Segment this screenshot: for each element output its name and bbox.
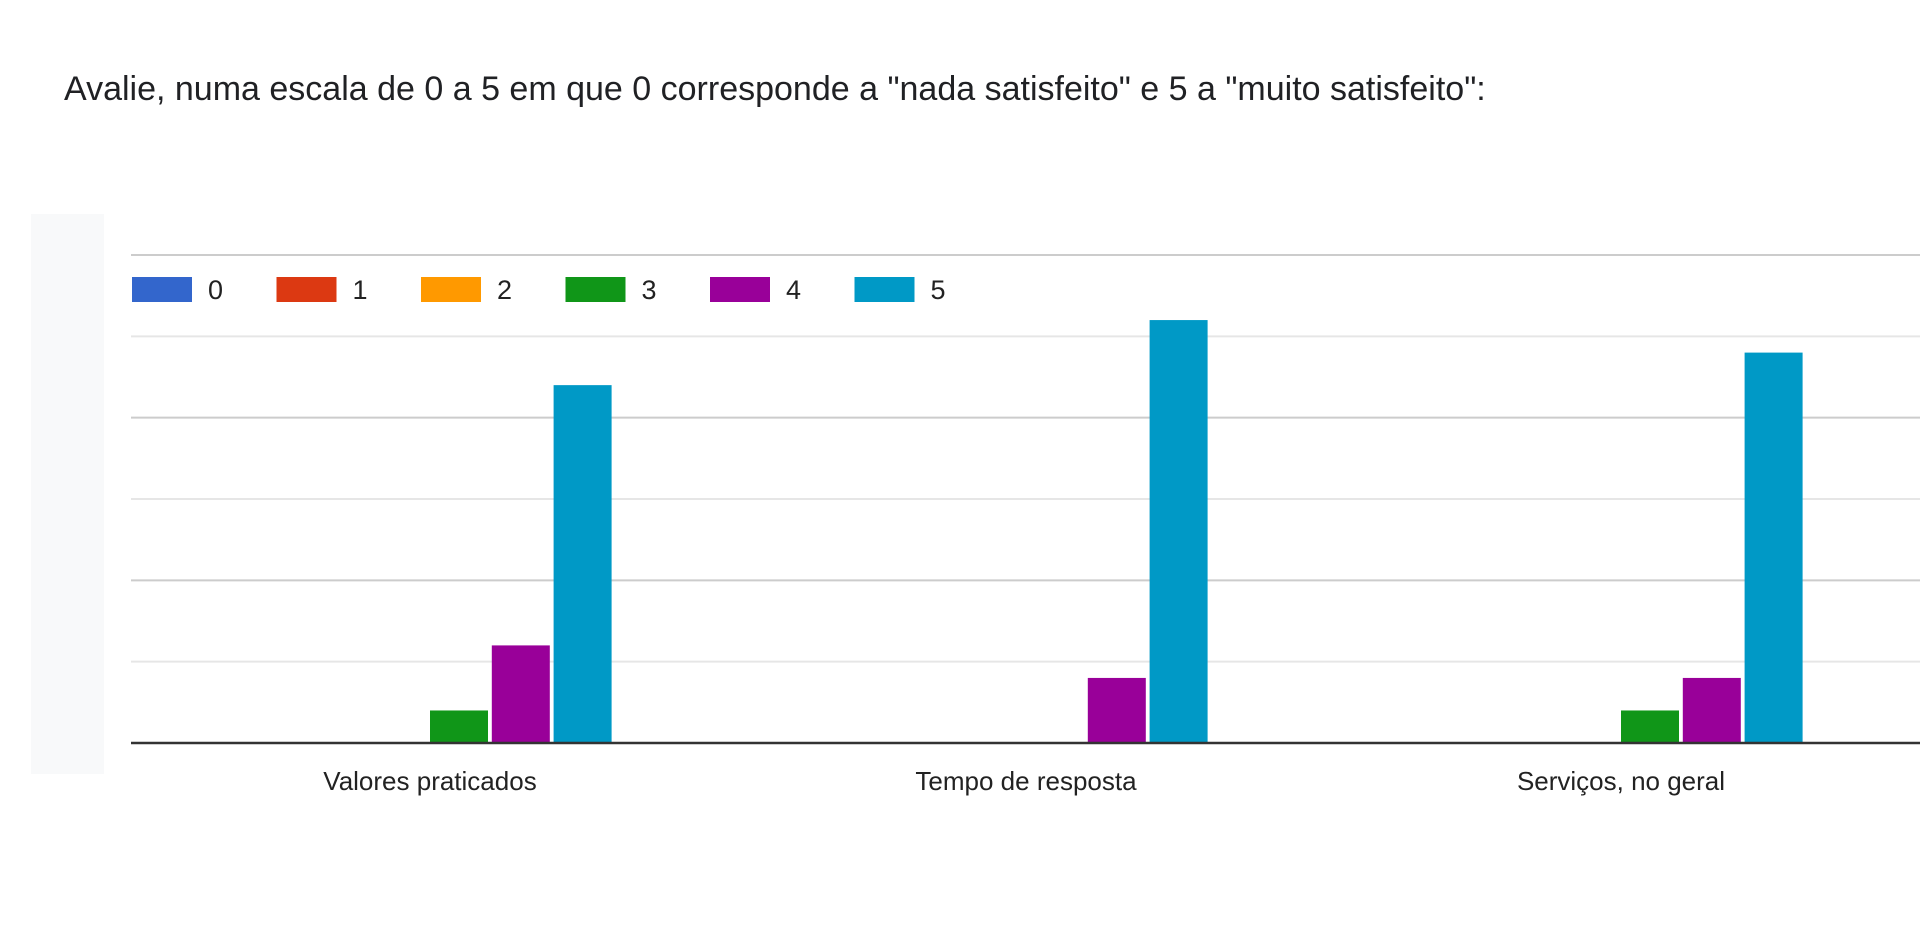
x-tick-label: Tempo de resposta: [915, 766, 1137, 796]
bar-4-1: [1087, 677, 1146, 743]
x-tick-label: Valores praticados: [323, 766, 536, 796]
legend-label-2: 2: [497, 275, 512, 305]
legend-label-1: 1: [353, 275, 368, 305]
legend-label-5: 5: [931, 275, 946, 305]
chart-title: Avalie, numa escala de 0 a 5 em que 0 co…: [64, 70, 1486, 108]
legend-swatch-4: [710, 277, 770, 302]
y-axis-panel: [31, 214, 104, 774]
legend-swatch-3: [565, 277, 626, 302]
legend-label-0: 0: [208, 275, 223, 305]
bar-5-1: [1149, 320, 1208, 743]
legend-swatch-2: [421, 277, 481, 302]
bar-5-0: [553, 385, 612, 743]
bar-3-2: [1621, 710, 1679, 743]
legend-label-3: 3: [642, 275, 657, 305]
legend-swatch-1: [276, 277, 337, 302]
bar-4-2: [1682, 677, 1741, 743]
bar-5-2: [1744, 352, 1803, 743]
bar-3-0: [430, 710, 488, 743]
legend-label-4: 4: [786, 275, 801, 305]
x-tick-label: Serviços, no geral: [1517, 766, 1725, 796]
bar-4-0: [491, 645, 550, 743]
legend-swatch-5: [854, 277, 915, 302]
legend-swatch-0: [132, 277, 192, 302]
